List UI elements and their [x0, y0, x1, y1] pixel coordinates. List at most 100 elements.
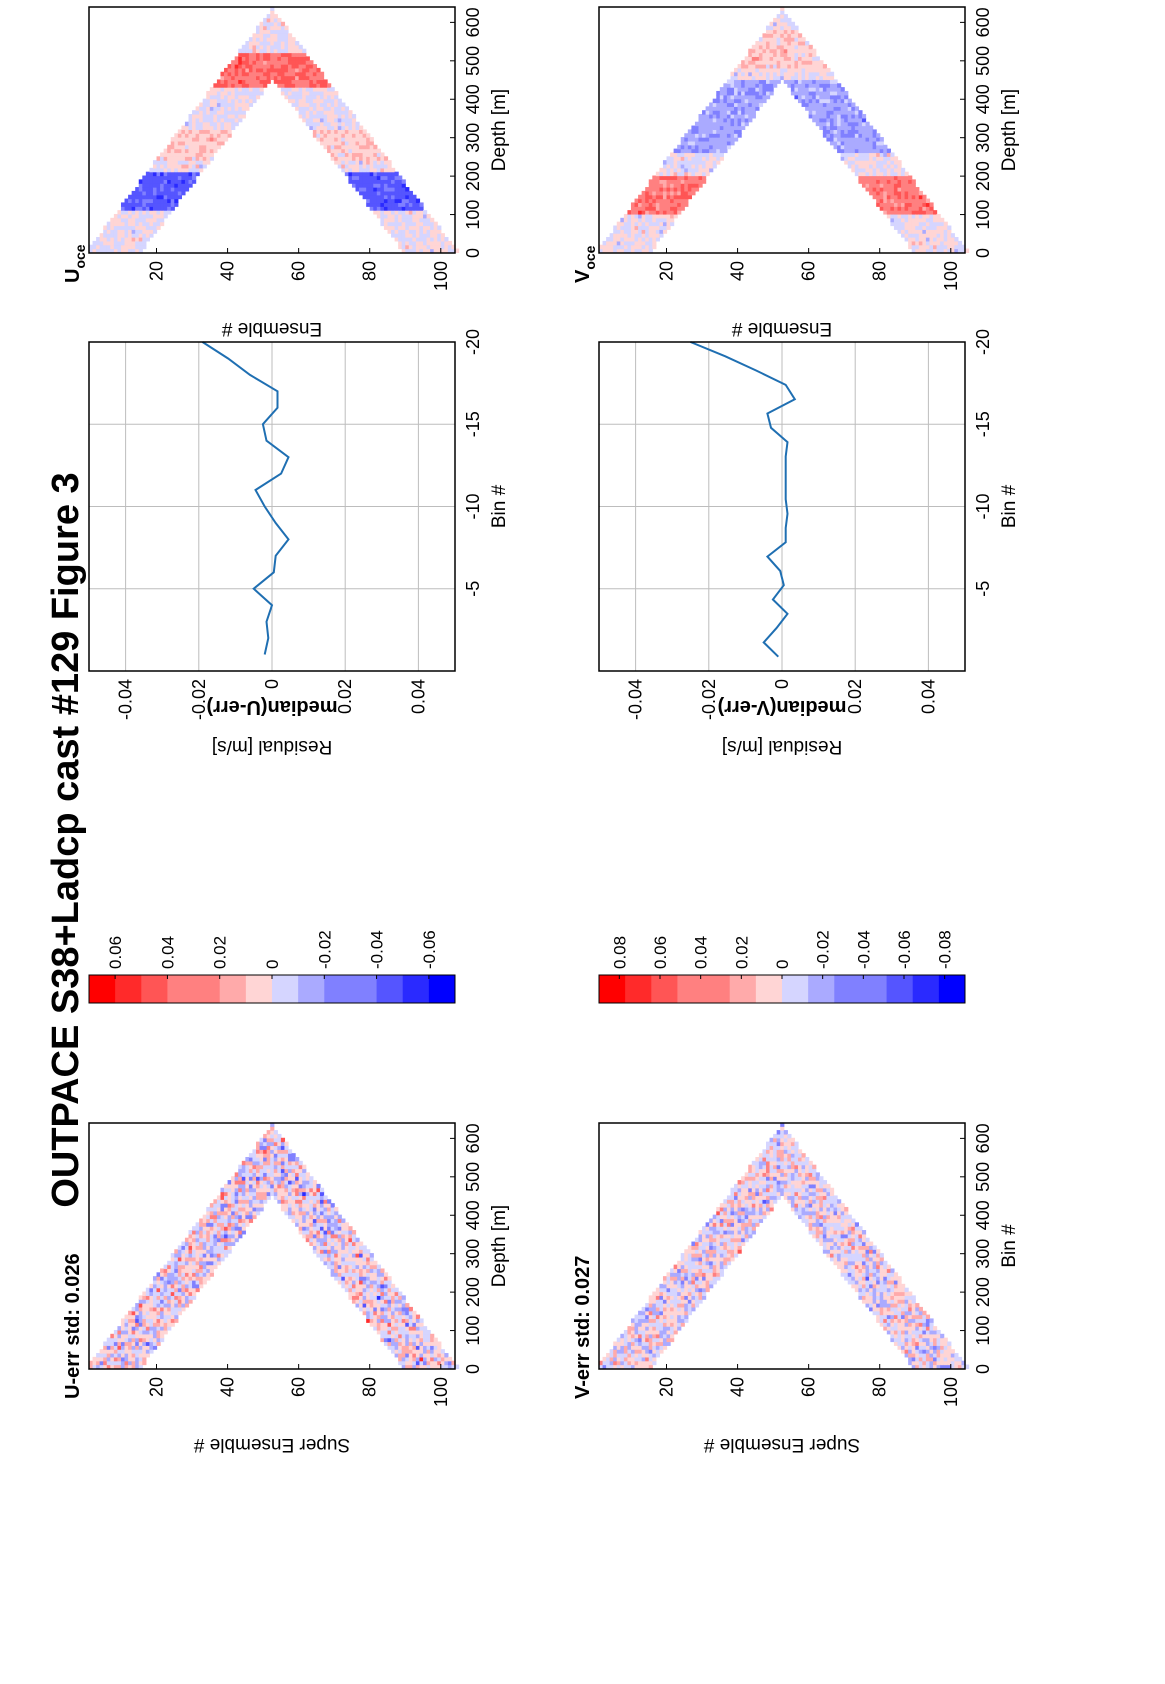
v_err-cell: [645, 1345, 649, 1349]
u_oce-cell: [288, 45, 292, 49]
u_oce-cell: [377, 191, 381, 195]
u_oce-cell: [334, 110, 338, 114]
u_err-cell: [260, 1138, 264, 1142]
u_err-cell: [185, 1257, 189, 1261]
u_err-cell: [345, 1226, 349, 1230]
v_err-cell: [748, 1180, 752, 1184]
u_oce-cell: [288, 60, 292, 64]
u_err-cell: [245, 1207, 249, 1211]
u_err-cell: [412, 1357, 416, 1361]
u_oce-cell: [295, 72, 299, 76]
u_oce-cell: [398, 229, 402, 233]
v_err-cell: [819, 1199, 823, 1203]
u_oce-cell: [238, 76, 242, 80]
v_err-cell: [901, 1288, 905, 1292]
u_oce-title-sub: oce: [72, 244, 88, 268]
u_err-cell: [384, 1311, 388, 1315]
u_oce-cell: [327, 145, 331, 149]
u_err-cell: [444, 1357, 448, 1361]
u_err-cell: [284, 1199, 288, 1203]
u_oce-cell: [132, 237, 136, 241]
v_err-cell: [748, 1172, 752, 1176]
v_err-cell: [858, 1238, 862, 1242]
u_err-cell: [153, 1276, 157, 1280]
u_oce-cell: [384, 191, 388, 195]
u_err-cell: [391, 1334, 395, 1338]
u_oce-cell: [231, 110, 235, 114]
u_oce-cell: [334, 126, 338, 130]
u_err-cell: [114, 1357, 118, 1361]
u_oce-cell: [402, 222, 406, 226]
u_oce-cell: [167, 187, 171, 191]
u_oce-cell: [242, 102, 246, 106]
u_oce-cell: [306, 102, 310, 106]
u_err-cell: [178, 1295, 182, 1299]
u_oce-cell: [320, 72, 324, 76]
u_oce-cell: [174, 137, 178, 141]
v_err-cell: [752, 1211, 756, 1215]
v_err-cell: [677, 1261, 681, 1265]
u_err-cell: [320, 1249, 324, 1253]
v_err-cell: [866, 1261, 870, 1265]
u_oce-cell: [245, 56, 249, 60]
v_err-cell: [830, 1199, 834, 1203]
u_oce-cell: [178, 152, 182, 156]
u_err-cell: [224, 1203, 228, 1207]
u_oce-cell: [260, 76, 264, 80]
u_oce-cell: [405, 206, 409, 210]
u_err-cell: [128, 1322, 132, 1326]
u_err-cell: [292, 1153, 296, 1157]
u_err-cell: [224, 1218, 228, 1222]
u_oce-cell: [299, 68, 303, 72]
u_oce-cell: [114, 222, 118, 226]
u_oce-cell: [274, 18, 278, 22]
v_err-cell: [770, 1138, 774, 1142]
u_oce-cell: [363, 164, 367, 168]
u_oce-cell: [341, 145, 345, 149]
v_err-cell: [905, 1338, 909, 1342]
v_err-cell: [762, 1172, 766, 1176]
u_oce-cell: [178, 133, 182, 137]
u_oce-cell: [181, 152, 185, 156]
u_err-cell: [373, 1280, 377, 1284]
v_err-cell: [730, 1195, 734, 1199]
u_err-cell: [316, 1226, 320, 1230]
v_err-cell: [826, 1230, 830, 1234]
u_oce-cell: [188, 164, 192, 168]
u_err-cell: [409, 1345, 413, 1349]
u_err-cell: [203, 1226, 207, 1230]
v_err-cell: [908, 1307, 912, 1311]
v_err-cell: [894, 1303, 898, 1307]
u_oce-cell: [366, 199, 370, 203]
u_err-cell: [164, 1318, 168, 1322]
u_oce-cell: [363, 172, 367, 176]
v_err-cell: [706, 1257, 710, 1261]
v_err-cell: [777, 1134, 781, 1138]
u_oce-cell: [391, 218, 395, 222]
u_err-cell: [316, 1230, 320, 1234]
u_oce-cell: [327, 126, 331, 130]
v_err-cell: [876, 1268, 880, 1272]
v_err-cell: [851, 1245, 855, 1249]
u_err-cell: [277, 1188, 281, 1192]
v_err-cell: [809, 1180, 813, 1184]
u_oce-cell: [142, 176, 146, 180]
u_err-cell: [341, 1253, 345, 1257]
v_err-cell: [905, 1330, 909, 1334]
u_err-cell: [416, 1334, 420, 1338]
u_err-colorbar-swatch: [298, 975, 325, 1003]
v_err-cell: [684, 1249, 688, 1253]
v_err-cell: [698, 1276, 702, 1280]
u_err-cell: [309, 1242, 313, 1246]
v_err-cell: [791, 1153, 795, 1157]
u_oce-cell: [220, 95, 224, 99]
u_err-cell: [171, 1272, 175, 1276]
u_err-cell: [206, 1215, 210, 1219]
u_err-cell: [380, 1292, 384, 1296]
u_err-cell: [217, 1218, 221, 1222]
v_err-cell: [698, 1257, 702, 1261]
v_err-cell: [798, 1157, 802, 1161]
v_err-cell: [894, 1311, 898, 1315]
u_err-cell: [210, 1261, 214, 1265]
u_err-cell: [199, 1272, 203, 1276]
